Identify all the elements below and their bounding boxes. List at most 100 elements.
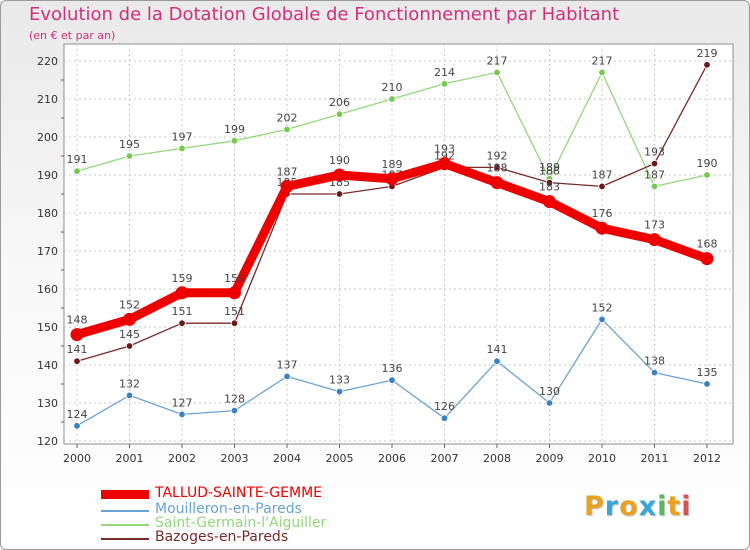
data-point bbox=[73, 167, 81, 175]
legend-swatch-bazoges bbox=[101, 538, 149, 540]
data-point bbox=[493, 68, 501, 77]
data-point bbox=[598, 315, 606, 324]
legend-label-saint-germain: Saint-Germain-l'Aiguiller bbox=[155, 515, 327, 531]
data-point bbox=[73, 357, 81, 365]
legend-label-mouilleron: Mouilleron-en-Pareds bbox=[155, 501, 302, 517]
logo-letter: P bbox=[584, 491, 605, 522]
data-label: 159 bbox=[224, 272, 245, 285]
data-point bbox=[703, 171, 711, 179]
data-point bbox=[650, 182, 659, 191]
x-tick-label: 2009 bbox=[536, 452, 564, 465]
data-point bbox=[388, 376, 396, 384]
data-label: 133 bbox=[329, 374, 350, 387]
y-tick-label: 200 bbox=[37, 131, 58, 144]
data-point bbox=[228, 286, 241, 300]
data-label: 206 bbox=[329, 96, 350, 109]
data-point bbox=[335, 110, 344, 118]
data-label: 173 bbox=[644, 219, 665, 232]
data-label: 126 bbox=[434, 400, 455, 413]
data-label: 192 bbox=[487, 149, 508, 162]
y-tick-label: 220 bbox=[37, 55, 58, 68]
data-label: 159 bbox=[172, 272, 193, 285]
data-label: 183 bbox=[539, 181, 560, 194]
data-point bbox=[493, 163, 501, 172]
data-label: 168 bbox=[697, 238, 718, 251]
data-label: 195 bbox=[119, 138, 140, 151]
data-label: 190 bbox=[697, 157, 718, 170]
data-label: 202 bbox=[277, 111, 298, 124]
y-tick-label: 170 bbox=[37, 245, 58, 258]
legend-swatch-saint-germain bbox=[101, 524, 149, 526]
proxiti-logo: Proxiti bbox=[584, 491, 692, 522]
data-label: 190 bbox=[329, 154, 350, 167]
data-point bbox=[178, 144, 186, 153]
data-point bbox=[438, 157, 451, 171]
data-label: 189 bbox=[382, 158, 403, 171]
legend-swatch-mouilleron bbox=[101, 510, 149, 512]
data-label: 187 bbox=[277, 165, 298, 178]
x-tick-label: 2008 bbox=[483, 452, 511, 465]
data-point bbox=[493, 357, 501, 365]
y-tick-label: 190 bbox=[37, 169, 58, 182]
x-tick-label: 2012 bbox=[693, 452, 721, 465]
data-point bbox=[598, 68, 606, 77]
data-point bbox=[388, 95, 396, 103]
x-tick-label: 2003 bbox=[221, 452, 249, 465]
data-point bbox=[650, 368, 659, 377]
y-tick-label: 120 bbox=[37, 435, 58, 448]
data-label: 210 bbox=[382, 81, 403, 94]
x-tick-label: 2002 bbox=[168, 452, 196, 465]
data-point bbox=[598, 182, 606, 191]
plot-area bbox=[63, 43, 734, 445]
legend-label-bazoges: Bazoges-en-Pareds bbox=[155, 529, 289, 545]
logo-letter: t bbox=[667, 491, 682, 522]
data-label: 141 bbox=[487, 343, 508, 356]
x-tick-label: 2006 bbox=[378, 452, 406, 465]
legend-swatch-tallud bbox=[101, 490, 149, 499]
data-point bbox=[283, 372, 291, 381]
data-point bbox=[385, 172, 399, 186]
y-tick-label: 140 bbox=[37, 359, 58, 372]
y-tick-label: 150 bbox=[37, 321, 58, 334]
data-label: 197 bbox=[172, 130, 193, 143]
x-tick-label: 2001 bbox=[116, 452, 144, 465]
data-point bbox=[230, 406, 239, 415]
x-tick-label: 2011 bbox=[641, 452, 669, 465]
logo-letter: i bbox=[681, 491, 692, 522]
logo-letter: o bbox=[619, 491, 639, 522]
x-tick-label: 2007 bbox=[431, 452, 459, 465]
x-tick-label: 2004 bbox=[273, 452, 301, 465]
data-label: 193 bbox=[644, 146, 665, 159]
x-tick-label: 2010 bbox=[588, 452, 616, 465]
data-point bbox=[440, 80, 449, 88]
data-point bbox=[703, 380, 711, 388]
data-label: 130 bbox=[539, 385, 560, 398]
data-label: 217 bbox=[592, 54, 613, 67]
data-label: 141 bbox=[67, 343, 88, 356]
data-point bbox=[73, 422, 81, 430]
data-point bbox=[283, 125, 291, 134]
data-label: 136 bbox=[382, 362, 403, 375]
x-tick-label: 2000 bbox=[63, 452, 91, 465]
data-label: 148 bbox=[67, 314, 88, 327]
data-label: 176 bbox=[592, 207, 613, 220]
data-label: 152 bbox=[119, 298, 140, 311]
data-label: 192 bbox=[434, 149, 455, 162]
data-point bbox=[123, 312, 136, 326]
data-point bbox=[595, 221, 609, 235]
data-label: 191 bbox=[67, 153, 88, 166]
data-label: 188 bbox=[539, 165, 560, 178]
data-point bbox=[230, 137, 239, 145]
data-point bbox=[703, 61, 711, 69]
logo-letter: r bbox=[604, 491, 620, 522]
y-tick-label: 210 bbox=[37, 93, 58, 106]
data-label: 219 bbox=[697, 47, 718, 60]
data-point bbox=[178, 319, 186, 327]
data-label: 137 bbox=[277, 358, 298, 371]
data-point bbox=[543, 195, 556, 209]
chart-title: Evolution de la Dotation Globale de Fonc… bbox=[29, 4, 620, 25]
data-label: 193 bbox=[434, 143, 455, 156]
data-label: 124 bbox=[67, 408, 88, 421]
